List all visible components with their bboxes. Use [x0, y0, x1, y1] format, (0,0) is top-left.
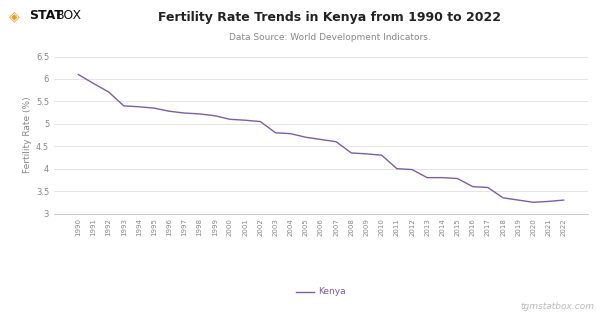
Text: Fertility Rate Trends in Kenya from 1990 to 2022: Fertility Rate Trends in Kenya from 1990…: [158, 11, 502, 24]
Kenya: [332, 140, 340, 143]
Legend: Kenya: Kenya: [292, 284, 350, 300]
Kenya: [484, 186, 491, 189]
Kenya: [515, 198, 522, 202]
Text: tgmstatbox.com: tgmstatbox.com: [520, 302, 594, 311]
Kenya: [363, 152, 370, 156]
Kenya: [560, 198, 568, 202]
Kenya: [272, 131, 279, 135]
Kenya: [257, 120, 264, 123]
Kenya: [499, 196, 506, 200]
Kenya: [181, 111, 188, 115]
Y-axis label: Fertility Rate (%): Fertility Rate (%): [23, 97, 32, 173]
Text: ◈: ◈: [9, 9, 20, 24]
Kenya: [378, 153, 385, 157]
Kenya: [166, 109, 173, 113]
Kenya: [302, 135, 310, 139]
Kenya: [74, 73, 82, 76]
Kenya: [530, 200, 537, 204]
Kenya: [393, 167, 400, 171]
Kenya: [348, 151, 355, 155]
Text: BOX: BOX: [56, 9, 82, 22]
Kenya: [317, 138, 325, 141]
Kenya: [105, 90, 112, 94]
Kenya: [196, 112, 203, 116]
Kenya: [439, 176, 446, 180]
Kenya: [90, 82, 97, 85]
Kenya: [136, 105, 143, 109]
Text: STAT: STAT: [29, 9, 62, 22]
Kenya: [226, 117, 233, 121]
Kenya: [120, 104, 127, 108]
Kenya: [545, 199, 552, 203]
Kenya: [151, 106, 158, 110]
Kenya: [287, 132, 294, 136]
Kenya: [469, 185, 476, 188]
Kenya: [424, 176, 431, 180]
Line: Kenya: Kenya: [78, 74, 564, 202]
Kenya: [454, 177, 461, 181]
Kenya: [242, 118, 249, 122]
Text: Data Source: World Development Indicators.: Data Source: World Development Indicator…: [229, 33, 431, 42]
Kenya: [211, 114, 218, 118]
Kenya: [409, 168, 416, 171]
